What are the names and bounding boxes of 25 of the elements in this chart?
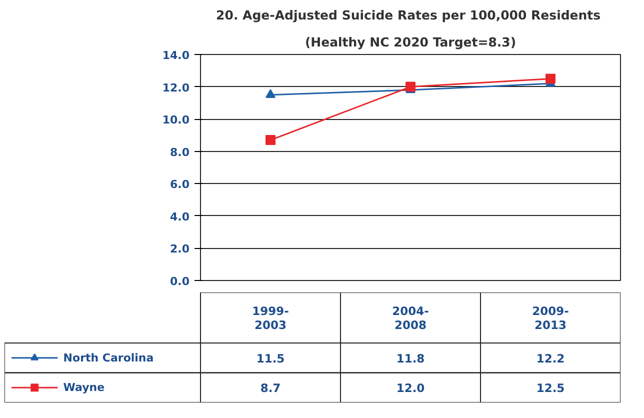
- legend-label: North Carolina: [63, 351, 154, 364]
- y-tick-label: 12.0: [162, 81, 190, 94]
- chart-title: 20. Age-Adjusted Suicide Rates per 100,000 Residents: [216, 8, 601, 22]
- y-tick-label: 6.0: [170, 178, 190, 192]
- y-tick-label: 8.0: [170, 146, 190, 159]
- point: [546, 74, 556, 84]
- data-label: 8.7: [260, 381, 281, 396]
- point: [406, 82, 416, 92]
- y-tick-label: 2.0: [170, 242, 190, 256]
- point: [266, 89, 276, 98]
- x-tick-label: 1999- 2003: [252, 304, 290, 332]
- data-label: 11.5: [256, 351, 285, 366]
- y-tick-label: 10.0: [162, 114, 190, 127]
- data-label: 12.0: [396, 381, 425, 396]
- legend-label: Wayne: [63, 381, 105, 394]
- x-tick-label: 2009- 2013: [532, 304, 570, 332]
- data-label: 11.8: [396, 351, 425, 366]
- y-tick-label: 4.0: [170, 210, 190, 224]
- data-label: 12.5: [536, 381, 565, 396]
- data-label: 12.2: [536, 351, 565, 366]
- y-tick-label: 0.0: [170, 275, 190, 288]
- y-tick-label: 14.0: [162, 49, 190, 62]
- point: [266, 135, 276, 146]
- chart-subtitle: (Healthy NC 2020 Target=8.3): [304, 34, 516, 50]
- x-tick-label: 2004- 2008: [392, 304, 430, 332]
